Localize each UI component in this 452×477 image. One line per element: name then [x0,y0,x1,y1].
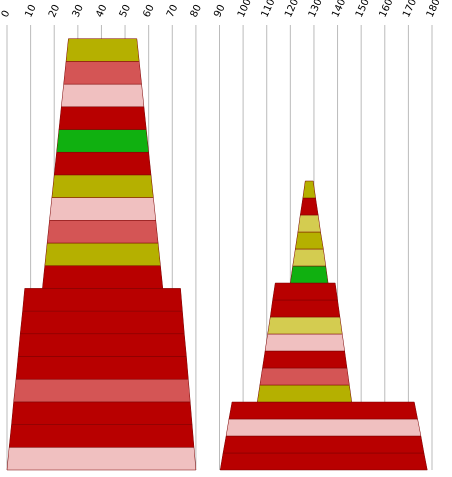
band [8,424,195,448]
band [225,418,422,437]
band [264,333,345,352]
band [295,231,324,250]
band [58,106,147,130]
band [256,384,353,403]
band [219,452,428,471]
band [222,435,425,454]
x-tick-label: 60 [141,3,156,19]
band [19,310,185,335]
x-tick-label: 140 [330,0,348,19]
band [272,282,338,301]
band [292,248,327,267]
band [56,129,149,153]
x-tick-label: 30 [71,3,86,19]
band [269,299,341,318]
band [228,401,418,420]
band [290,265,329,284]
band [42,265,164,289]
band [299,197,319,216]
x-tick-label: 170 [401,0,419,19]
x-tick-label: 160 [378,0,396,19]
band [51,174,154,198]
x-tick-label: 70 [165,3,180,19]
band [11,401,193,425]
x-tick-label: 0 [0,9,12,19]
x-tick-label: 80 [189,3,204,19]
band [17,333,187,357]
x-tick-label: 20 [47,3,62,19]
x-tick-label: 120 [283,0,301,19]
x-tick-label: 180 [425,0,443,19]
band [46,220,159,244]
band [49,197,157,221]
x-tick-label: 90 [212,3,227,19]
x-tick-label: 150 [354,0,372,19]
band [13,378,191,403]
x-tick-label: 10 [23,3,38,19]
x-tick-label: 100 [236,0,254,19]
x-tick-label: 50 [118,3,133,19]
band [61,83,145,108]
band [262,350,348,369]
band [22,288,183,312]
band [6,447,197,471]
x-tick-label: 130 [307,0,325,19]
x-tick-label: 40 [94,3,109,19]
band [65,38,140,62]
band [44,242,161,266]
band [302,180,316,199]
band [63,61,142,85]
x-tick-label: 110 [259,0,277,19]
band [53,151,152,176]
band [15,356,189,380]
band [267,316,343,335]
band [259,367,350,386]
band [297,214,321,233]
